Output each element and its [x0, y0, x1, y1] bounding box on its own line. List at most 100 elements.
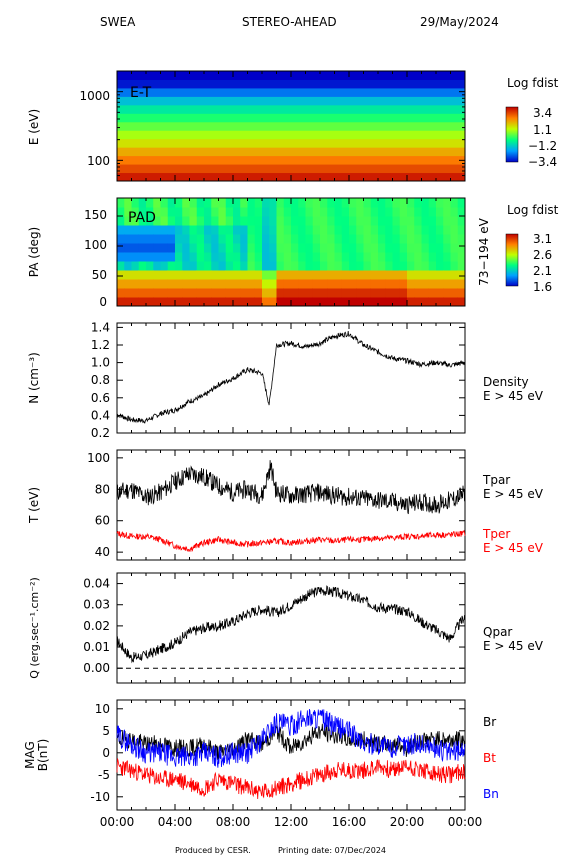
tpar-line — [116, 460, 466, 515]
y-tick-label: 60 — [95, 514, 110, 528]
pad-cell — [370, 216, 379, 226]
pad-cell — [240, 261, 248, 271]
pad-cell — [247, 234, 256, 244]
pad-cell — [334, 198, 343, 208]
pad-cell — [414, 252, 422, 262]
pad-cell — [146, 261, 154, 271]
pad-cell — [131, 270, 140, 280]
pad-cell — [218, 198, 227, 208]
pad-cbar-tick-3: 2.1 — [533, 264, 552, 278]
pad-ytick-150: 150 — [84, 208, 107, 222]
y-tick-label: 1.0 — [91, 356, 110, 370]
pad-cell — [378, 198, 386, 208]
pad-cell — [182, 297, 190, 307]
pad-cell — [254, 270, 263, 280]
pad-cell — [283, 288, 292, 298]
y-tick-label: -10 — [90, 790, 110, 804]
pad-cell — [167, 297, 176, 307]
pad-cell — [189, 288, 198, 298]
pad-cell — [327, 198, 335, 208]
pad-cell — [421, 207, 430, 217]
pad-cell — [138, 243, 147, 253]
pad-cell — [211, 279, 219, 289]
et-energy-band — [117, 155, 465, 165]
pad-cell — [189, 279, 198, 289]
pad-cell — [378, 252, 386, 262]
density-yticks: 1.4 1.2 1.0 0.8 0.6 0.4 0.2 — [91, 320, 465, 440]
et-energy-band — [117, 147, 465, 157]
pad-cell — [399, 198, 408, 208]
pad-cell — [349, 234, 357, 244]
pad-cell — [276, 252, 285, 262]
pad-energy-range: 73−194 eV — [477, 217, 491, 285]
pad-cell — [240, 288, 248, 298]
pad-cell — [327, 279, 335, 289]
pad-cell — [312, 261, 321, 271]
pad-cell — [334, 207, 343, 217]
pad-cell — [370, 225, 379, 235]
pad-cell — [189, 234, 198, 244]
pad-cell — [327, 234, 335, 244]
pad-cell — [428, 234, 437, 244]
pad-cell — [407, 270, 415, 280]
pad-cell — [131, 216, 140, 226]
pad-cell — [283, 297, 292, 307]
pad-cell — [334, 234, 343, 244]
pad-cell — [225, 243, 234, 253]
pad-cell — [269, 198, 277, 208]
pad-cell — [421, 252, 430, 262]
pad-cell — [167, 270, 176, 280]
x-axis-labels: 00:00 04:00 08:00 12:00 16:00 20:00 00:0… — [100, 815, 483, 829]
pad-cell — [327, 243, 335, 253]
et-energy-band — [117, 104, 465, 114]
br-label: Br — [483, 715, 496, 729]
pad-cell — [356, 234, 364, 244]
pad-cell — [378, 243, 386, 253]
pad-cell — [167, 216, 176, 226]
pad-cell — [291, 216, 299, 226]
pad-cell — [247, 243, 256, 253]
pad-cell — [167, 225, 176, 235]
pad-cell — [457, 198, 466, 208]
pad-cell — [443, 198, 451, 208]
pad-cell — [385, 225, 393, 235]
et-energy-band — [117, 138, 465, 148]
density-energy-label: E > 45 eV — [483, 389, 544, 403]
pad-cell — [312, 243, 321, 253]
y-tick-label: 10 — [95, 702, 110, 716]
pad-cell — [182, 198, 190, 208]
pad-cell — [254, 207, 263, 217]
pad-cell — [399, 234, 408, 244]
pad-cell — [327, 261, 335, 271]
density-frame — [116, 322, 466, 434]
pad-cell — [233, 279, 241, 289]
pad-cell — [298, 252, 306, 262]
pad-cell — [225, 297, 234, 307]
pad-cell — [283, 243, 292, 253]
pad-cell — [247, 288, 256, 298]
pad-cell — [399, 297, 408, 307]
pad-cell — [182, 279, 190, 289]
pad-cell — [204, 270, 212, 280]
pad-cell — [312, 297, 321, 307]
pad-cbar-tick-4: 1.6 — [533, 280, 552, 294]
pad-cell — [320, 261, 328, 271]
pad-cell — [392, 243, 401, 253]
y-tick-label: 0.00 — [83, 661, 110, 675]
x-tick-label: 12:00 — [274, 815, 309, 829]
pad-cell — [276, 198, 285, 208]
pad-cell — [399, 225, 408, 235]
pad-cell — [131, 288, 140, 298]
heatflux-frame — [116, 572, 466, 684]
pad-cell — [407, 261, 415, 271]
pad-cell — [291, 261, 299, 271]
pad-cell — [305, 234, 314, 244]
pad-cell — [211, 297, 219, 307]
pad-cell — [385, 234, 393, 244]
pad-cell — [146, 198, 154, 208]
pad-cell — [175, 243, 183, 253]
pad-cell — [378, 270, 386, 280]
pad-cell — [414, 279, 422, 289]
pad-cell — [334, 252, 343, 262]
pad-cell — [167, 207, 176, 217]
